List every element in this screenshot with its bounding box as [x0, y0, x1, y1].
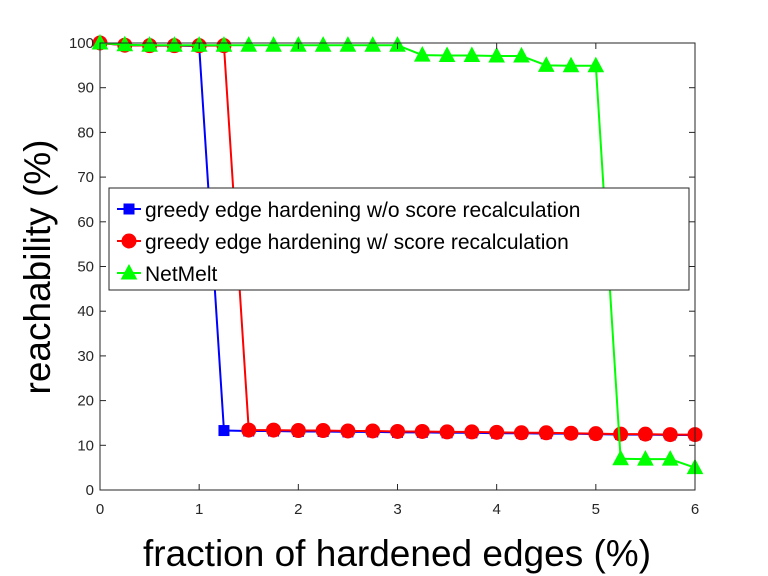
data-point: [438, 46, 456, 63]
x-tick-label: 6: [691, 501, 699, 518]
legend-marker: [120, 263, 138, 280]
y-tick-label: 80: [77, 124, 94, 141]
y-tick-label: 60: [77, 214, 94, 231]
data-point: [116, 35, 134, 52]
x-axis-label: fraction of hardened edges (%): [143, 533, 651, 574]
legend-entry: NetMelt: [117, 263, 218, 286]
legend-entry: greedy edge hardening w/o score recalcul…: [117, 199, 580, 222]
x-tick-label: 1: [195, 501, 203, 518]
data-point: [612, 449, 629, 466]
data-point: [513, 46, 530, 63]
data-point: [265, 36, 282, 52]
data-point: [241, 422, 257, 438]
x-tick-label: 4: [492, 501, 500, 518]
y-tick-label: 10: [77, 437, 94, 454]
legend-marker: [123, 203, 135, 215]
data-point: [314, 36, 332, 52]
data-point: [661, 450, 679, 466]
data-point: [463, 46, 481, 63]
axes: [99, 42, 696, 491]
x-tick-label: 3: [393, 501, 401, 518]
data-point: [637, 426, 653, 442]
data-point: [563, 425, 579, 441]
data-point: [488, 46, 506, 63]
data-point: [315, 423, 331, 439]
series-layer: [91, 33, 704, 475]
y-tick-label: 70: [77, 169, 94, 186]
x-tick-label: 5: [592, 501, 600, 518]
y-tick-label: 0: [86, 482, 94, 499]
data-point: [340, 423, 356, 439]
legend-label: NetMelt: [145, 263, 218, 286]
data-point: [489, 424, 505, 440]
legend-label: greedy edge hardening w/o score recalcul…: [145, 199, 580, 222]
data-point: [613, 426, 629, 442]
data-point: [290, 423, 306, 439]
data-point: [166, 36, 183, 52]
data-point: [562, 56, 580, 73]
data-point: [662, 427, 678, 443]
x-tick-label: 2: [294, 501, 302, 518]
legend-entry: greedy edge hardening w/ score recalcula…: [117, 231, 569, 254]
x-tick-label: 0: [96, 501, 104, 518]
legend-label: greedy edge hardening w/ score recalcula…: [145, 231, 569, 254]
y-tick-label: 30: [77, 348, 94, 365]
legend-marker: [121, 233, 137, 249]
data-point: [365, 423, 381, 439]
y-tick-label: 20: [77, 393, 94, 410]
data-point: [537, 56, 555, 72]
data-point: [141, 36, 158, 52]
y-tick-label: 40: [77, 303, 94, 320]
y-axis-label: reachability (%): [17, 140, 58, 395]
data-point: [215, 36, 233, 52]
data-point: [339, 36, 357, 52]
data-point: [414, 423, 430, 439]
data-point: [513, 425, 529, 441]
legend-box: [108, 187, 690, 291]
y-tick-label: 100: [69, 35, 94, 52]
data-point: [240, 36, 258, 52]
data-point: [266, 422, 282, 438]
legend: greedy edge hardening w/o score recalcul…: [108, 187, 690, 291]
data-point: [637, 450, 654, 466]
data-point: [413, 46, 431, 62]
data-point: [218, 425, 230, 437]
y-tick-label: 90: [77, 80, 94, 97]
data-point: [538, 425, 554, 441]
y-tick-label: 50: [77, 259, 94, 276]
data-point: [587, 56, 605, 73]
data-point: [364, 36, 382, 52]
data-point: [439, 424, 455, 440]
data-point: [390, 423, 405, 439]
data-point: [464, 424, 480, 440]
data-point: [588, 426, 604, 442]
